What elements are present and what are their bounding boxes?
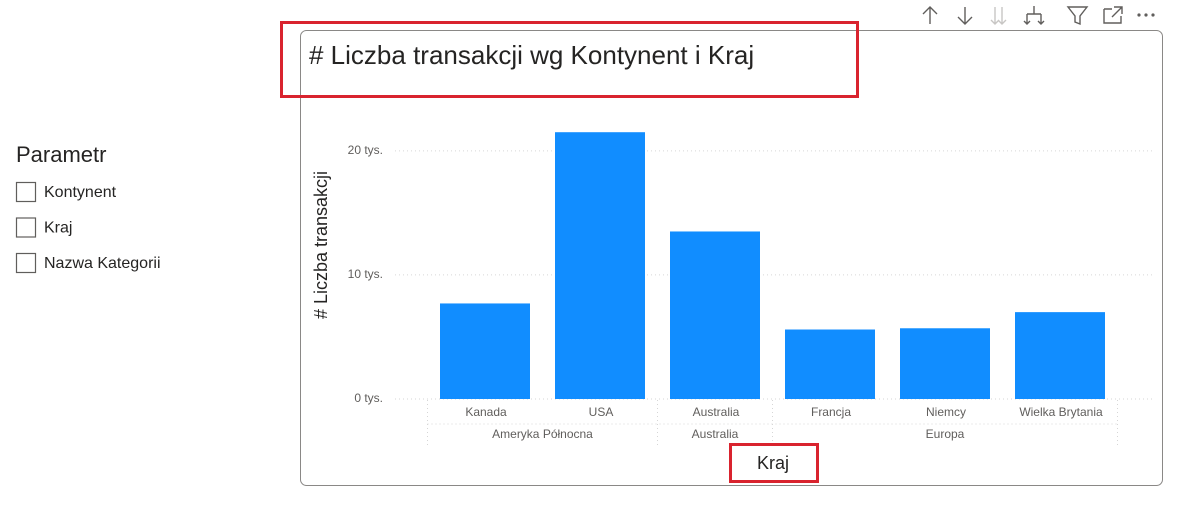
drill-up-icon[interactable] xyxy=(922,6,938,24)
x-tick-label: Niemcy xyxy=(926,405,966,419)
bar xyxy=(670,231,760,399)
focus-mode-icon[interactable] xyxy=(1103,6,1123,24)
y-tick-label: 10 tys. xyxy=(348,267,383,281)
bar xyxy=(440,303,530,399)
bar xyxy=(900,328,990,399)
y-axis-title: # Liczba transakcji xyxy=(311,171,331,319)
next-level-icon[interactable] xyxy=(990,7,1007,25)
chart-title: # Liczba transakcji wg Kontynent i Kraj xyxy=(309,40,754,70)
drill-down-icon[interactable] xyxy=(957,7,973,25)
bar xyxy=(555,132,645,400)
x-tick-label: Wielka Brytania xyxy=(1019,405,1103,419)
highlight-box xyxy=(729,443,819,483)
bar xyxy=(1015,312,1105,399)
x-axis-title: Kraj xyxy=(757,453,789,473)
x-tick-label: Kanada xyxy=(465,405,507,419)
x-tick-label: USA xyxy=(589,405,614,419)
x-group-label: Australia xyxy=(692,427,739,441)
slicer-item-label[interactable]: Kraj xyxy=(44,220,72,237)
slicer-item-label[interactable]: Kontynent xyxy=(44,184,117,201)
slicer-item-label[interactable]: Nazwa Kategorii xyxy=(44,255,161,272)
checkbox[interactable] xyxy=(15,217,37,238)
checkbox[interactable] xyxy=(15,252,37,274)
more-options-icon[interactable] xyxy=(1137,13,1155,17)
y-tick-label: 0 tys. xyxy=(354,391,383,405)
slicer-title: Parametr xyxy=(16,142,106,167)
slicer: Kontynent Kraj Nazwa Kategorii xyxy=(15,181,161,274)
highlight-box xyxy=(280,21,859,98)
y-tick-label: 20 tys. xyxy=(348,143,383,157)
checkbox[interactable] xyxy=(15,181,37,203)
plot-area: 0 tys. 10 tys. 20 tys. Kanada USA Australia Fr… xyxy=(348,132,1155,445)
x-group-label: Ameryka Północna xyxy=(492,427,593,441)
x-tick-label: Australia xyxy=(693,405,740,419)
bar xyxy=(785,329,875,399)
expand-icon[interactable] xyxy=(1023,6,1045,25)
filter-icon[interactable] xyxy=(1066,6,1089,26)
x-tick-label: Francja xyxy=(811,405,851,419)
visual-toolbar xyxy=(922,6,1155,26)
x-group-label: Europa xyxy=(926,427,965,441)
